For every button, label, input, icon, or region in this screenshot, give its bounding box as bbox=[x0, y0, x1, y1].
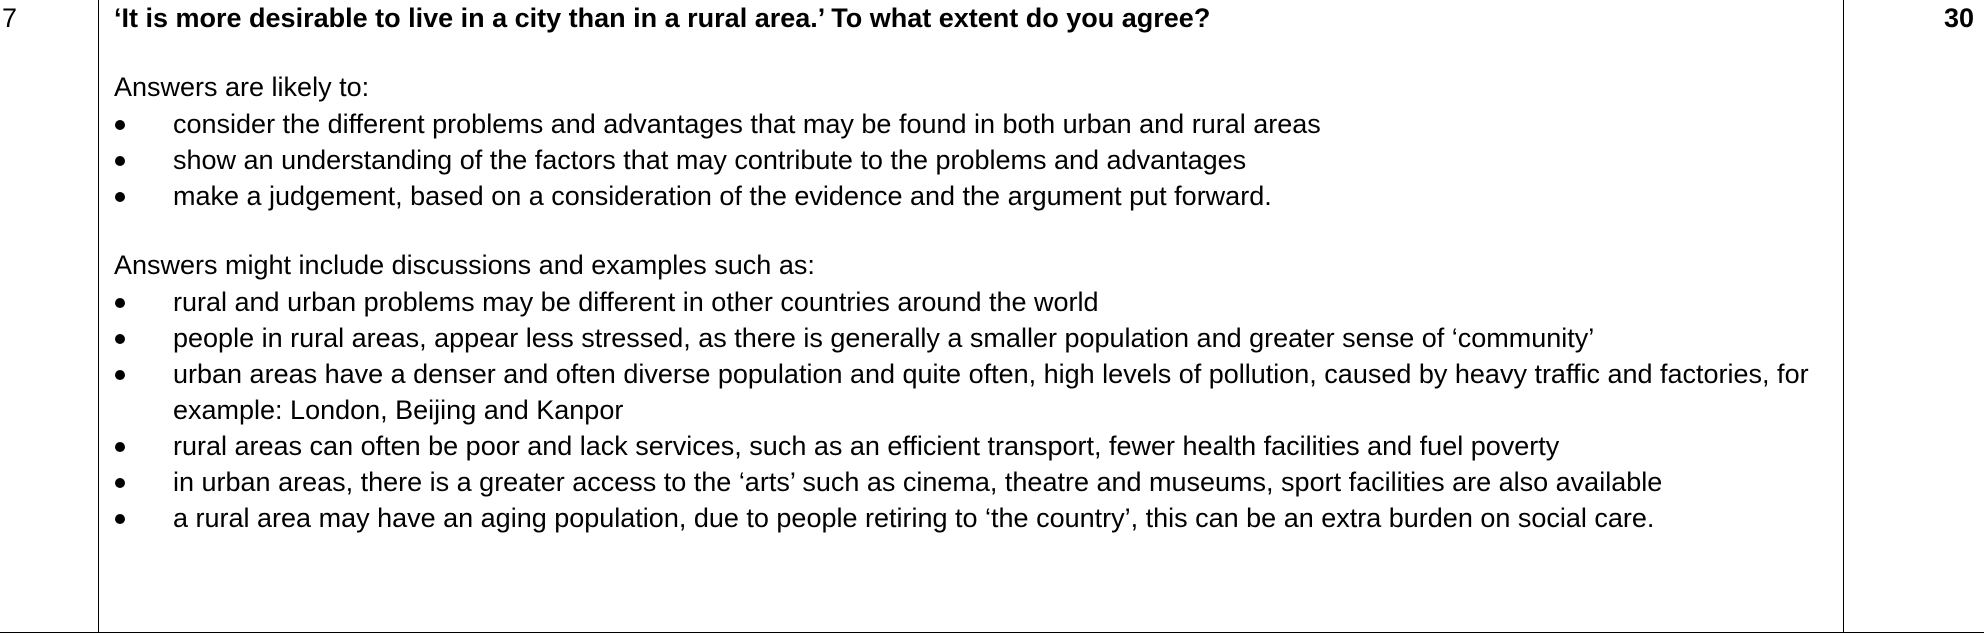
bullet-icon bbox=[115, 514, 125, 524]
bullet-icon bbox=[115, 120, 125, 130]
bullet-list: rural and urban problems may be differen… bbox=[114, 284, 1839, 536]
section-intro: Answers might include discussions and ex… bbox=[114, 250, 815, 280]
list-item: consider the different problems and adva… bbox=[114, 106, 1839, 142]
bullet-icon bbox=[115, 478, 125, 488]
list-item-text: show an understanding of the factors tha… bbox=[173, 145, 1247, 175]
bullet-icon bbox=[115, 334, 125, 344]
marks-value: 30 bbox=[1943, 3, 1974, 33]
question-number: 7 bbox=[2, 3, 18, 33]
list-item-text: urban areas have a denser and often dive… bbox=[173, 359, 1809, 425]
bullet-icon bbox=[115, 298, 125, 308]
list-item: urban areas have a denser and often dive… bbox=[114, 356, 1839, 428]
section-intro: Answers are likely to: bbox=[114, 72, 370, 102]
bullet-icon bbox=[115, 156, 125, 166]
column-divider bbox=[1843, 0, 1844, 632]
bullet-list: consider the different problems and adva… bbox=[114, 106, 1839, 214]
list-item-text: a rural area may have an aging populatio… bbox=[173, 503, 1655, 533]
question-text: ‘It is more desirable to live in a city … bbox=[114, 3, 1211, 33]
list-item: show an understanding of the factors tha… bbox=[114, 142, 1839, 178]
column-divider bbox=[98, 0, 99, 632]
bullet-icon bbox=[115, 192, 125, 202]
list-item: people in rural areas, appear less stres… bbox=[114, 320, 1839, 356]
list-item: a rural area may have an aging populatio… bbox=[114, 500, 1839, 536]
row-divider bbox=[0, 632, 1984, 633]
list-item: make a judgement, based on a considerati… bbox=[114, 178, 1839, 214]
list-item-text: people in rural areas, appear less stres… bbox=[173, 323, 1595, 353]
bullet-icon bbox=[115, 370, 125, 380]
list-item-text: make a judgement, based on a considerati… bbox=[173, 181, 1272, 211]
list-item: in urban areas, there is a greater acces… bbox=[114, 464, 1839, 500]
list-item-text: in urban areas, there is a greater acces… bbox=[173, 467, 1663, 497]
list-item: rural and urban problems may be differen… bbox=[114, 284, 1839, 320]
answer-guidance: ‘It is more desirable to live in a city … bbox=[114, 2, 1839, 536]
list-item-text: rural and urban problems may be differen… bbox=[173, 287, 1099, 317]
bullet-icon bbox=[115, 442, 125, 452]
list-item-text: consider the different problems and adva… bbox=[173, 109, 1321, 139]
list-item: rural areas can often be poor and lack s… bbox=[114, 428, 1839, 464]
list-item-text: rural areas can often be poor and lack s… bbox=[173, 431, 1560, 461]
